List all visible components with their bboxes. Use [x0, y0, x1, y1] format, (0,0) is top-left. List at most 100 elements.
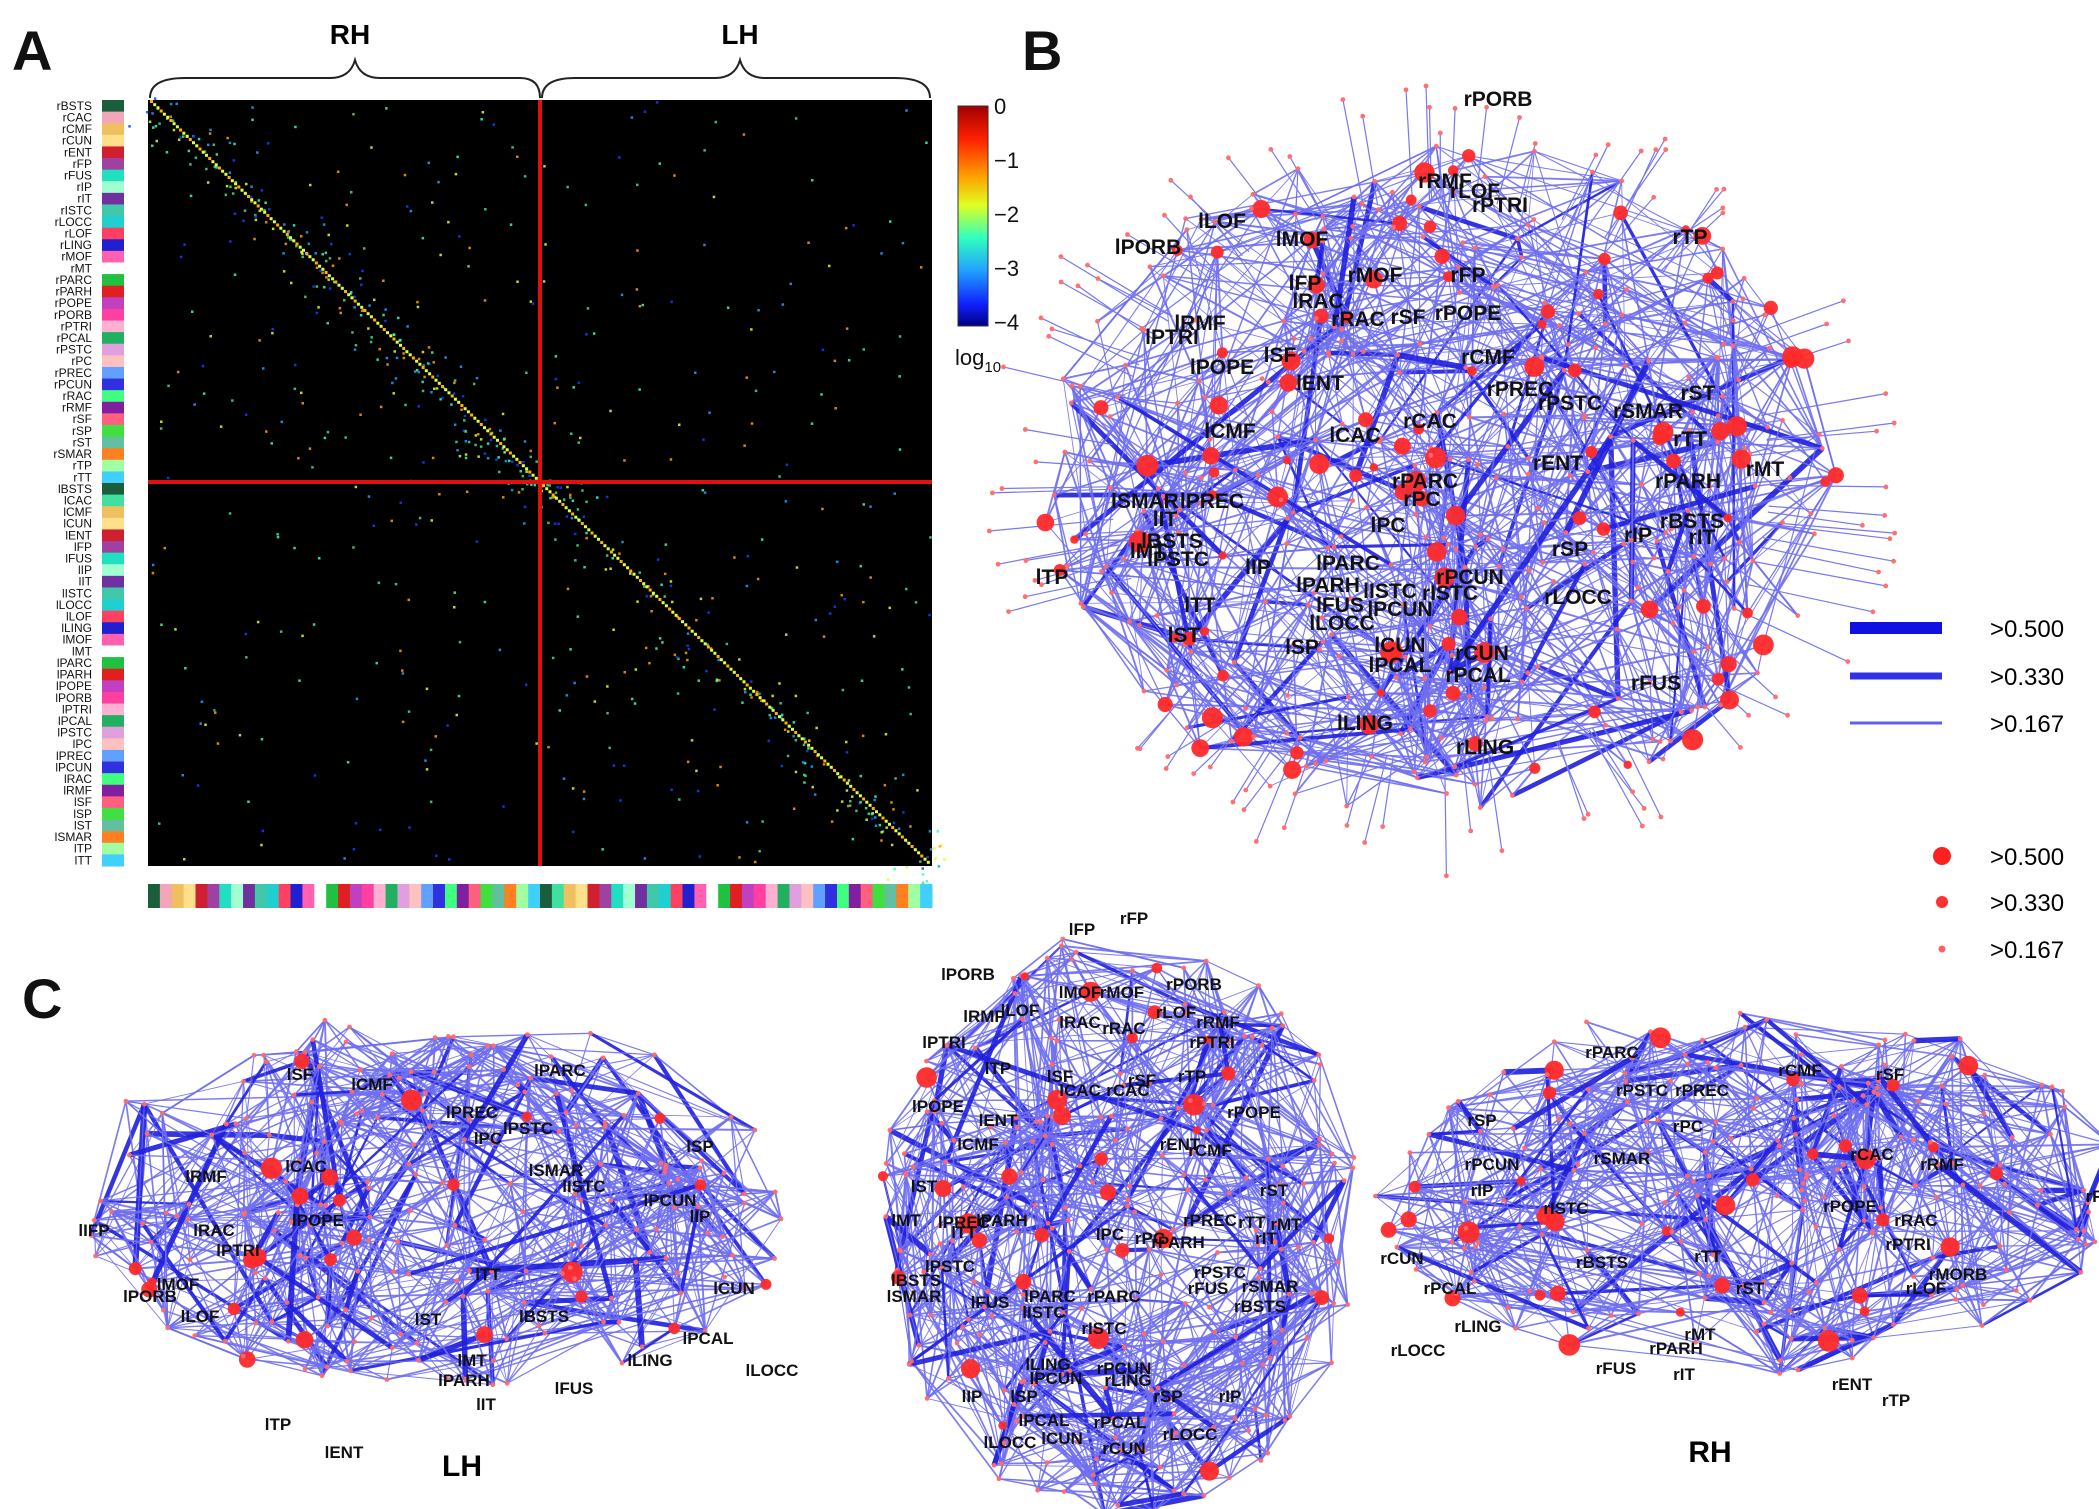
network-node — [1165, 754, 1171, 759]
column-color-cell — [920, 884, 933, 908]
matrix-entry — [510, 488, 514, 492]
network-node — [1483, 718, 1489, 724]
matrix-entry — [338, 306, 342, 310]
network-node — [1425, 447, 1447, 469]
matrix-entry — [840, 800, 844, 803]
matrix-entry — [163, 546, 166, 550]
network-edge — [1578, 277, 1709, 315]
matrix-diagonal-entry — [331, 277, 335, 281]
network-node — [1103, 564, 1109, 569]
network-edge — [1322, 538, 1489, 643]
network-node — [1184, 725, 1190, 731]
matrix-entry — [893, 867, 896, 871]
matrix-entry — [283, 223, 286, 226]
column-color-cell — [243, 884, 256, 908]
network-edge — [1624, 356, 1717, 367]
matrix-row-label: rBSTS — [57, 99, 92, 113]
matrix-entry — [694, 371, 697, 374]
matrix-entry — [914, 601, 918, 604]
matrix-diagonal-entry — [521, 464, 525, 468]
row-color-cell — [102, 297, 124, 310]
network-edge — [1661, 189, 1718, 274]
matrix-entry — [401, 669, 404, 672]
network-edge — [1421, 235, 1494, 288]
matrix-entry — [780, 716, 783, 719]
matrix-entry — [522, 460, 525, 464]
matrix-diagonal-entry — [897, 832, 901, 836]
network-node — [1653, 147, 1659, 153]
row-color-cell — [102, 715, 124, 728]
matrix-diagonal-entry — [635, 575, 639, 579]
column-color-cell — [456, 884, 470, 908]
matrix-entry — [726, 306, 730, 309]
network-edge — [1602, 483, 1756, 532]
network-node — [1639, 482, 1645, 488]
matrix-diagonal-entry — [745, 683, 749, 687]
network-node — [1585, 469, 1591, 475]
network-edge — [1101, 488, 1159, 572]
hemisphere-label-lh: LH — [721, 19, 758, 50]
network-node-label: lPCAL — [1369, 654, 1432, 677]
network-node — [1250, 191, 1256, 197]
matrix-entry — [183, 243, 186, 246]
matrix-entry — [172, 128, 176, 132]
network-node — [1475, 462, 1480, 467]
network-edge — [1459, 616, 1682, 713]
matrix-diagonal-entry — [214, 163, 218, 167]
matrix-entry — [257, 199, 261, 202]
network-node — [1689, 708, 1694, 714]
column-color-cell — [908, 884, 921, 908]
matrix-entry — [256, 620, 260, 624]
network-node — [1446, 506, 1466, 526]
matrix-entry — [523, 522, 526, 525]
network-node — [1070, 535, 1079, 544]
matrix-entry — [344, 436, 347, 439]
matrix-row-label: lPREC — [56, 749, 92, 763]
network-edge — [1421, 498, 1476, 744]
network-node — [1265, 379, 1271, 385]
matrix-entry — [199, 722, 202, 725]
network-edge — [1468, 155, 1622, 182]
matrix-diagonal-entry — [518, 461, 522, 464]
network-edge — [1305, 765, 1447, 795]
colorbar — [957, 105, 989, 327]
network-edge — [1672, 460, 1799, 617]
matrix-entry — [307, 242, 311, 245]
matrix-diagonal-entry — [564, 506, 568, 510]
matrix-diagonal-entry — [884, 819, 888, 823]
matrix-diagonal-entry — [431, 375, 435, 379]
matrix-entry — [179, 136, 182, 139]
network-edge — [1231, 517, 1290, 664]
network-node — [1654, 538, 1660, 544]
network-node-label: lPOPE — [1190, 356, 1254, 379]
matrix-entry — [725, 642, 729, 646]
matrix-entry — [321, 253, 324, 256]
column-color-cell — [159, 884, 173, 908]
network-node — [1038, 315, 1044, 321]
network-edge — [1320, 203, 1363, 317]
network-edge — [1479, 711, 1596, 809]
network-edge — [1702, 298, 1744, 607]
network-node — [1582, 561, 1588, 567]
network-node — [1137, 622, 1142, 628]
matrix-entry — [323, 436, 327, 440]
row-color-cell — [102, 204, 124, 217]
network-node — [1320, 214, 1326, 220]
matrix-diagonal-entry — [224, 172, 228, 176]
column-color-cell — [219, 884, 232, 908]
network-edge — [1584, 563, 1638, 589]
matrix-entry — [151, 112, 154, 115]
matrix-diagonal-entry — [175, 125, 179, 129]
network-edge — [1567, 288, 1628, 346]
network-node — [1445, 542, 1451, 547]
column-color-cell — [599, 884, 612, 908]
network-edge — [1341, 150, 1535, 331]
matrix-entry — [282, 270, 286, 273]
matrix-entry — [214, 711, 217, 714]
network-node — [1453, 772, 1459, 778]
matrix-diagonal-entry — [868, 803, 872, 807]
network-edge — [1471, 314, 1623, 372]
matrix-entry — [577, 381, 581, 385]
